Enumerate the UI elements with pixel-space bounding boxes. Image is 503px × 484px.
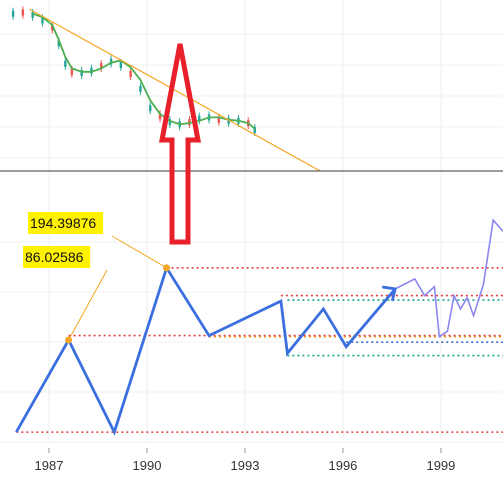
candle-body [57, 40, 60, 47]
callout-leader [111, 235, 167, 269]
candle-body [129, 71, 132, 78]
grid [0, 0, 503, 443]
red-up-arrow [158, 43, 202, 245]
candle-body [149, 105, 152, 112]
x-tick-label: 1996 [328, 458, 357, 473]
candle-body [64, 60, 67, 67]
callout-leader [68, 269, 108, 341]
callout-label: 194.39876 [30, 215, 96, 231]
x-tick-label: 1987 [35, 458, 64, 473]
x-tick-label: 1993 [231, 458, 260, 473]
zigzag-arrowhead [382, 285, 397, 302]
candle-body [11, 10, 15, 17]
x-tick-label: 1999 [426, 458, 455, 473]
candle-body [139, 85, 142, 92]
callout-label: 86.02586 [25, 249, 84, 265]
candle-body [227, 117, 230, 124]
callout-point [163, 264, 171, 272]
moving-average-line [32, 12, 256, 130]
projection-panel: 194.39876 86.02586 [15, 212, 503, 436]
candle-body [217, 116, 221, 123]
callout-point [65, 336, 73, 344]
candle-body [158, 113, 162, 120]
price-panel [11, 6, 321, 172]
projection-line [394, 218, 503, 339]
candle-body [31, 11, 34, 18]
x-tick-label: 1990 [133, 458, 162, 473]
candle-body [70, 68, 74, 75]
candle-body [41, 17, 44, 24]
candle-body [51, 24, 54, 31]
callout-highlight [23, 246, 91, 268]
callouts: 194.39876 86.02586 [23, 212, 171, 344]
x-axis: 1987 1990 1993 1996 1999 [35, 448, 455, 473]
candle-body [100, 63, 103, 70]
candle-body [168, 118, 172, 125]
candle-body [90, 67, 93, 74]
zigzag-line [15, 264, 397, 436]
candle-body [109, 58, 113, 65]
candle-body [253, 126, 256, 133]
candle-body [198, 115, 201, 122]
trendline [29, 8, 321, 172]
candle-body [188, 118, 191, 125]
candle-body [21, 9, 25, 16]
candle-body [119, 61, 123, 68]
callout-highlight [28, 212, 104, 234]
candle-body [80, 69, 83, 76]
